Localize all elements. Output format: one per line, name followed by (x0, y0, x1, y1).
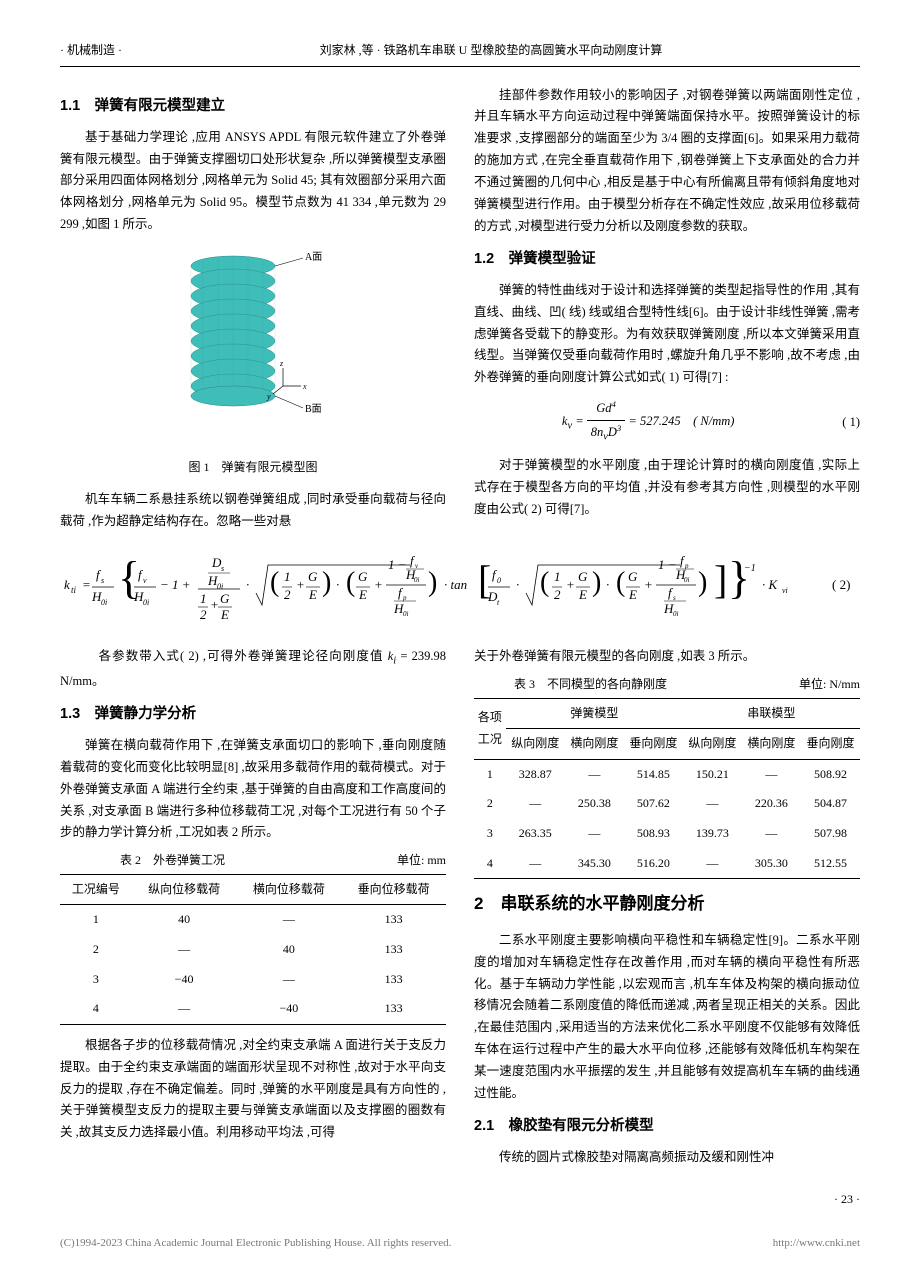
svg-text:): ) (698, 567, 707, 598)
equation-1: kv = Gd4 8nvD3 = 527.245 ( N/mm) ( 1) (474, 397, 860, 447)
svg-text:E: E (308, 587, 317, 602)
svg-text:): ) (322, 567, 331, 598)
svg-text:+: + (296, 577, 305, 592)
svg-text:2: 2 (200, 607, 207, 622)
section-1-1-p2: 机车车辆二系悬挂系统以钢卷弹簧组成 ,同时承受垂向载荷与径向载荷 ,作为超静定结… (60, 489, 446, 533)
svg-text:1 −: 1 − (388, 557, 407, 572)
label-b-face: B面 (305, 404, 322, 415)
section-2-1-title: 2.1 橡胶垫有限元分析模型 (474, 1113, 860, 1139)
svg-text:+: + (374, 577, 383, 592)
svg-text:E: E (358, 587, 367, 602)
svg-text:x: x (302, 382, 307, 391)
svg-text:0i: 0i (143, 598, 149, 607)
section-1-2-p1: 弹簧的特性曲线对于设计和选择弹簧的类型起指导性的作用 ,其有直线、曲线、凹( 线… (474, 280, 860, 389)
section-1-2-p2: 对于弹簧模型的水平刚度 ,由于理论计算时的横向刚度值 ,实际上式存在于模型各方向… (474, 455, 860, 521)
footer-right: http://www.cnki.net (773, 1234, 860, 1254)
svg-text:1: 1 (284, 569, 291, 584)
svg-text:( 2): ( 2) (832, 577, 850, 592)
section-1-3-p1: 弹簧在横向载荷作用下 ,在弹簧支承面切口的影响下 ,垂向刚度随着载荷的变化而变化… (60, 735, 446, 844)
svg-text:1 −: 1 − (658, 557, 677, 572)
svg-text:s: s (221, 564, 224, 573)
table-3-caption: 表 3 不同模型的各向静刚度 单位: N/mm (474, 674, 860, 696)
page-number: · 23 · (60, 1189, 860, 1211)
section-1-1-p1: 基于基础力学理论 ,应用 ANSYS APDL 有限元软件建立了外卷弹簧有限元模… (60, 127, 446, 236)
svg-text:s: s (101, 576, 104, 585)
svg-text:E: E (628, 587, 637, 602)
header-center: 刘家林 ,等 · 铁路机车串联 U 型橡胶垫的高圆簧水平向动刚度计算 (320, 40, 663, 62)
svg-text:t: t (497, 598, 500, 607)
section-2-1-p1: 传统的圆片式橡胶垫对隔离高频振动及缓和刚性冲 (474, 1147, 860, 1169)
figure-1: A面 B面 x z y 图 1 弹簧有限元模型图 (60, 246, 446, 479)
svg-text:·: · (336, 577, 339, 592)
section-1-1-title: 1.1 弹簧有限元模型建立 (60, 93, 446, 119)
svg-text:G: G (578, 569, 588, 584)
svg-text:0i: 0i (684, 576, 690, 584)
svg-text:1: 1 (554, 569, 561, 584)
svg-text:G: G (628, 569, 638, 584)
section-1-2-title: 1.2 弹簧模型验证 (474, 246, 860, 272)
svg-text:z: z (279, 359, 284, 368)
svg-text:vi: vi (782, 586, 788, 595)
svg-text:· tan: · tan (444, 577, 467, 592)
svg-text:G: G (308, 569, 318, 584)
svg-text:·: · (516, 577, 519, 592)
svg-text:1: 1 (200, 591, 207, 606)
svg-text:·: · (606, 577, 609, 592)
svg-text:+: + (644, 577, 653, 592)
svg-text:·: · (246, 577, 249, 592)
svg-text:k: k (64, 577, 70, 592)
svg-text:(: ( (540, 567, 549, 598)
svg-text:y: y (266, 392, 271, 401)
svg-text:· K: · K (762, 577, 779, 592)
svg-text:}: } (728, 552, 750, 603)
svg-text:0i: 0i (217, 582, 223, 591)
section-2-p1: 二系水平刚度主要影响横向平稳性和车辆稳定性[9]。二系水平刚度的增加对车辆稳定性… (474, 930, 860, 1105)
svg-text:G: G (358, 569, 368, 584)
svg-text:(: ( (270, 567, 279, 598)
footer: (C)1994-2023 China Academic Journal Elec… (60, 1234, 860, 1254)
table-3: 各项 工况 弹簧模型 串联模型 纵向刚度 横向刚度 垂向刚度 纵向刚度 横向刚度… (474, 698, 860, 880)
p-after-t2: 根据各子步的位移载荷情况 ,对全约束支承端 A 面进行关于支反力提取。由于全约束… (60, 1035, 446, 1144)
table-2-caption: 表 2 外卷弹簧工况 单位: mm (60, 850, 446, 872)
spring-figure-svg: A面 B面 x z y (163, 246, 343, 446)
svg-text:0: 0 (497, 576, 501, 585)
equation-2: kti = fs H0i { fv H0i − 1 + Ds H0i 1 2 + (60, 547, 860, 632)
svg-text:]: ] (714, 557, 727, 602)
table-2: 工况编号 纵向位移载荷 横向位移载荷 垂向位移载荷 140—133 2—4013… (60, 874, 446, 1025)
svg-text:ti: ti (71, 585, 77, 595)
header-left: · 机械制造 · (60, 40, 122, 62)
page-header: · 机械制造 · 刘家林 ,等 · 铁路机车串联 U 型橡胶垫的高圆簧水平向动刚… (60, 40, 860, 67)
svg-text:G: G (220, 591, 230, 606)
figure-1-caption: 图 1 弹簧有限元模型图 (60, 457, 446, 479)
svg-text:): ) (592, 567, 601, 598)
section-1-3-title: 1.3 弹簧静力学分析 (60, 701, 446, 727)
label-a-face: A面 (305, 252, 322, 263)
svg-text:− 1 +: − 1 + (160, 577, 191, 592)
svg-text:(: ( (346, 567, 355, 598)
svg-text:2: 2 (284, 587, 291, 602)
svg-text:E: E (578, 587, 587, 602)
svg-text:+: + (210, 597, 219, 612)
svg-text:+: + (566, 577, 575, 592)
svg-text:0i: 0i (403, 610, 409, 618)
svg-text:0i: 0i (414, 576, 420, 584)
footer-left: (C)1994-2023 China Academic Journal Elec… (60, 1234, 451, 1254)
svg-text:=: = (82, 577, 91, 592)
svg-text:E: E (220, 607, 229, 622)
svg-text:0i: 0i (101, 598, 107, 607)
svg-text:0i: 0i (673, 610, 679, 618)
right-top-p1: 挂部件参数作用较小的影响因子 ,对钢卷弹簧以两端面刚性定位 ,并且车辆水平方向运… (474, 85, 860, 238)
after-eq2-right: 关于外卷弹簧有限元模型的各向刚度 ,如表 3 所示。 (474, 646, 860, 668)
svg-text:): ) (428, 567, 437, 598)
svg-text:−1: −1 (744, 563, 756, 574)
svg-text:v: v (143, 576, 147, 585)
after-eq2-left: 各参数带入式( 2) ,可得外卷弹簧理论径向刚度值 ki = 239.98 N/… (60, 646, 446, 693)
equation-1-number: ( 1) (822, 411, 860, 434)
svg-text:(: ( (616, 567, 625, 598)
svg-text:2: 2 (554, 587, 561, 602)
section-2-title: 2 串联系统的水平静刚度分析 (474, 889, 860, 920)
